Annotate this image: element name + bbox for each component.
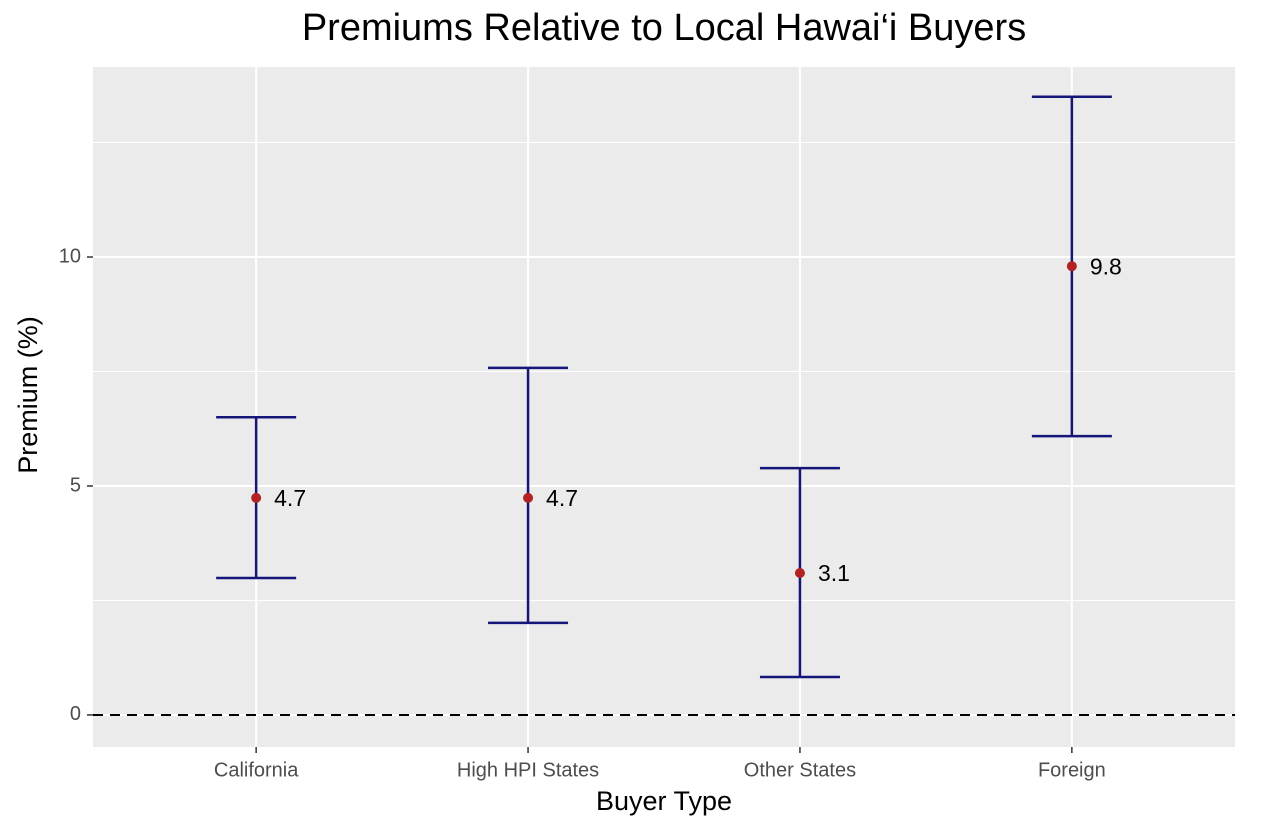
y-tick-label: 0	[70, 703, 81, 725]
value-label: 3.1	[818, 560, 850, 586]
x-tick-label: California	[214, 759, 299, 781]
value-label: 4.7	[274, 485, 306, 511]
y-axis-title: Premium (%)	[13, 316, 43, 474]
value-label: 9.8	[1090, 253, 1122, 279]
value-label: 4.7	[546, 485, 578, 511]
panel	[93, 67, 1235, 747]
chart-title: Premiums Relative to Local Hawai‘i Buyer…	[302, 7, 1026, 49]
x-tick-label: High HPI States	[457, 759, 599, 781]
point	[1066, 261, 1077, 272]
x-axis-title: Buyer Type	[596, 786, 732, 816]
point	[251, 492, 262, 503]
marks: 4.7 4.7 3.1 9.8	[93, 95, 1235, 716]
point	[523, 492, 534, 503]
y-tick-label: 5	[70, 474, 81, 496]
x-tick-label: Other States	[744, 759, 856, 781]
x-tick-label: Foreign	[1038, 759, 1106, 781]
y-tick-label: 10	[59, 245, 81, 267]
point	[794, 567, 805, 578]
